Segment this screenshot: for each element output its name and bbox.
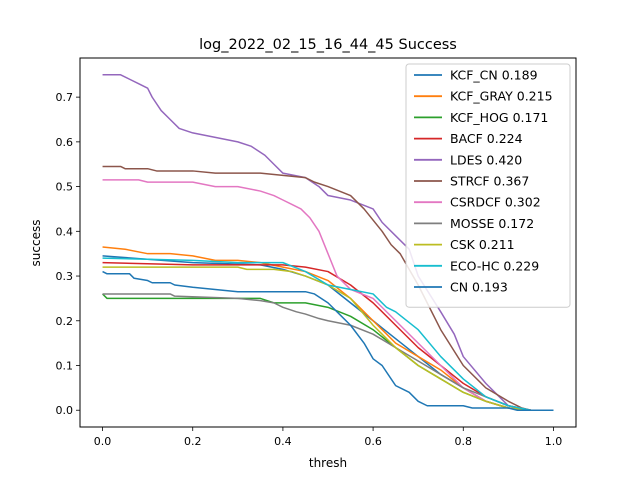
- series-line-5: [102, 165, 554, 411]
- legend-label-8: CSK 0.211: [450, 237, 515, 252]
- x-tick-label: 0.2: [184, 435, 202, 448]
- legend-label-0: KCF_CN 0.189: [450, 68, 538, 83]
- legend-label-6: CSRDCF 0.302: [450, 195, 541, 210]
- series-line-7: [102, 293, 554, 411]
- series-layer: [102, 74, 554, 411]
- y-axis: 0.0 0.1 0.2 0.3 0.4 0.5 0.6 0.7: [56, 91, 80, 417]
- y-tick-label: 0.6: [56, 136, 74, 149]
- legend-label-5: STRCF 0.367: [450, 174, 529, 189]
- y-axis-label: success: [29, 220, 43, 267]
- y-tick-label: 0.0: [56, 404, 74, 417]
- legend-label-2: KCF_HOG 0.171: [450, 110, 548, 125]
- legend-label-10: CN 0.193: [450, 280, 508, 295]
- x-tick-label: 1.0: [545, 435, 563, 448]
- x-tick-label: 0.0: [94, 435, 112, 448]
- legend-box: [405, 63, 571, 308]
- series-line-8: [102, 266, 554, 411]
- x-tick-label: 0.8: [455, 435, 473, 448]
- x-tick-label: 0.6: [364, 435, 382, 448]
- series-line-10: [102, 270, 554, 411]
- x-axis-label: thresh: [309, 456, 347, 470]
- y-tick-label: 0.5: [56, 181, 74, 194]
- legend-label-3: BACF 0.224: [450, 131, 523, 146]
- plot-frame: [79, 57, 577, 428]
- y-tick-label: 0.3: [56, 270, 74, 283]
- y-tick-label: 0.4: [56, 225, 74, 238]
- legend-label-9: ECO-HC 0.229: [450, 258, 539, 273]
- x-axis: 0.0 0.2 0.4 0.6 0.8 1.0: [94, 427, 562, 448]
- y-tick-label: 0.1: [56, 360, 74, 373]
- chart-title: log_2022_02_15_16_44_45 Success: [199, 37, 457, 53]
- legend-label-7: MOSSE 0.172: [450, 216, 534, 231]
- legend-label-4: LDES 0.420: [450, 152, 522, 167]
- y-tick-label: 0.2: [56, 315, 74, 328]
- x-tick-label: 0.4: [274, 435, 292, 448]
- series-line-9: [102, 257, 554, 411]
- y-tick-label: 0.7: [56, 91, 74, 104]
- legend: KCF_CN 0.189 KCF_GRAY 0.215 KCF_HOG 0.171 B…: [405, 63, 571, 308]
- legend-label-1: KCF_GRAY 0.215: [450, 89, 553, 104]
